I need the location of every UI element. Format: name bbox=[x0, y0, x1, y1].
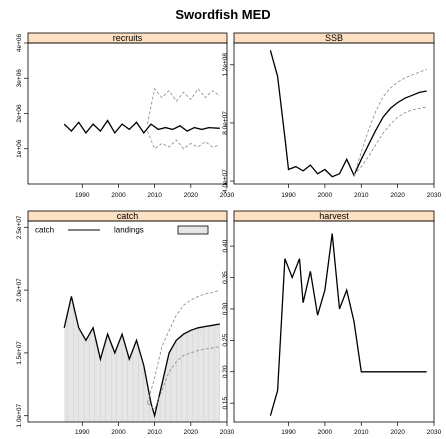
x-tick-label: 1990 bbox=[281, 429, 296, 436]
series-line-lower bbox=[147, 130, 220, 150]
x-tick-label: 2010 bbox=[147, 192, 162, 199]
x-tick-label: 2020 bbox=[390, 192, 405, 199]
panel-harvest: harvest 0.15 0.20 0.25 0.30 0.35 0.40 1990 2000 2… bbox=[222, 210, 442, 436]
x-tick-label: 2010 bbox=[354, 192, 369, 199]
y-tick-label: 2e+06 bbox=[16, 104, 23, 123]
x-tick-label: 2020 bbox=[390, 429, 405, 436]
y-tick-label: 1e+06 bbox=[16, 139, 23, 158]
panel-frame bbox=[233, 42, 435, 185]
x-tick-label: 2030 bbox=[427, 192, 442, 199]
x-tick-label: 2010 bbox=[147, 429, 162, 436]
legend-label-landings: landings bbox=[114, 226, 144, 235]
x-tick-label: 2020 bbox=[184, 192, 199, 199]
y-tick-label: 0.20 bbox=[222, 365, 229, 378]
series-line-lower bbox=[147, 346, 220, 411]
chart-title: Swordfish MED bbox=[175, 7, 270, 22]
y-tick-label: 8.0e+07 bbox=[222, 111, 229, 135]
x-tick-label: 1990 bbox=[75, 192, 90, 199]
y-tick-label: 1.0e+07 bbox=[16, 404, 23, 428]
y-tick-label: 4e+06 bbox=[16, 33, 23, 52]
legend-label-catch: catch bbox=[35, 226, 54, 235]
panel-recruits: recruits 1e+06 2e+06 3e+06 4e+06 1990 2000 2010… bbox=[16, 32, 235, 199]
strip-label: SSB bbox=[325, 33, 343, 43]
y-tick-label: 0.30 bbox=[222, 302, 229, 315]
y-tick-label: 0.25 bbox=[222, 334, 229, 347]
series-line-main bbox=[63, 296, 220, 419]
y-tick-label: 0.40 bbox=[222, 239, 229, 252]
x-tick-label: 2030 bbox=[220, 192, 235, 199]
y-tick-label: 1.2e+08 bbox=[222, 53, 229, 77]
series-line-lower bbox=[353, 106, 427, 176]
x-tick-label: 1990 bbox=[75, 429, 90, 436]
panel-frame bbox=[27, 42, 228, 185]
x-tick-label: 2010 bbox=[354, 429, 369, 436]
panel-frame bbox=[27, 220, 228, 423]
y-tick-label: 3e+06 bbox=[16, 69, 23, 88]
panel-catch: catch 1.0e+07 1.5e+07 2.0e+07 2.5e+07 1990 200… bbox=[16, 210, 235, 436]
series-line-upper bbox=[147, 289, 220, 404]
strip-label: catch bbox=[117, 211, 139, 221]
y-tick-label: 0.35 bbox=[222, 271, 229, 284]
y-tick-label: 1.5e+07 bbox=[16, 341, 23, 365]
series-line-upper bbox=[147, 87, 221, 125]
x-tick-label: 2030 bbox=[427, 429, 442, 436]
x-tick-label: 2000 bbox=[318, 192, 333, 199]
y-tick-label: 4.0e+07 bbox=[222, 169, 229, 193]
x-tick-label: 2000 bbox=[111, 429, 126, 436]
y-tick-label: 2.0e+07 bbox=[16, 278, 23, 302]
strip-label: recruits bbox=[113, 33, 143, 43]
x-tick-label: 2000 bbox=[111, 192, 126, 199]
y-tick-label: 0.15 bbox=[222, 396, 229, 409]
y-tick-label: 2.5e+07 bbox=[16, 215, 23, 239]
series-line-main bbox=[63, 119, 220, 135]
series-line-main bbox=[269, 233, 427, 416]
panel-frame bbox=[233, 220, 435, 423]
legend-key-landings bbox=[177, 225, 209, 235]
strip-label: harvest bbox=[319, 211, 349, 221]
panel-ssb: SSB 4.0e+07 8.0e+07 1.2e+08 1990 2000 2010 2020… bbox=[222, 32, 442, 199]
series-line-main bbox=[269, 50, 427, 178]
series-line-upper bbox=[353, 68, 427, 176]
x-tick-label: 2000 bbox=[318, 429, 333, 436]
x-tick-label: 2020 bbox=[184, 429, 199, 436]
x-tick-label: 1990 bbox=[281, 192, 296, 199]
x-tick-label: 2030 bbox=[220, 429, 235, 436]
panels: recruits 1e+06 2e+06 3e+06 4e+06 1990 2000 2010… bbox=[16, 32, 442, 436]
